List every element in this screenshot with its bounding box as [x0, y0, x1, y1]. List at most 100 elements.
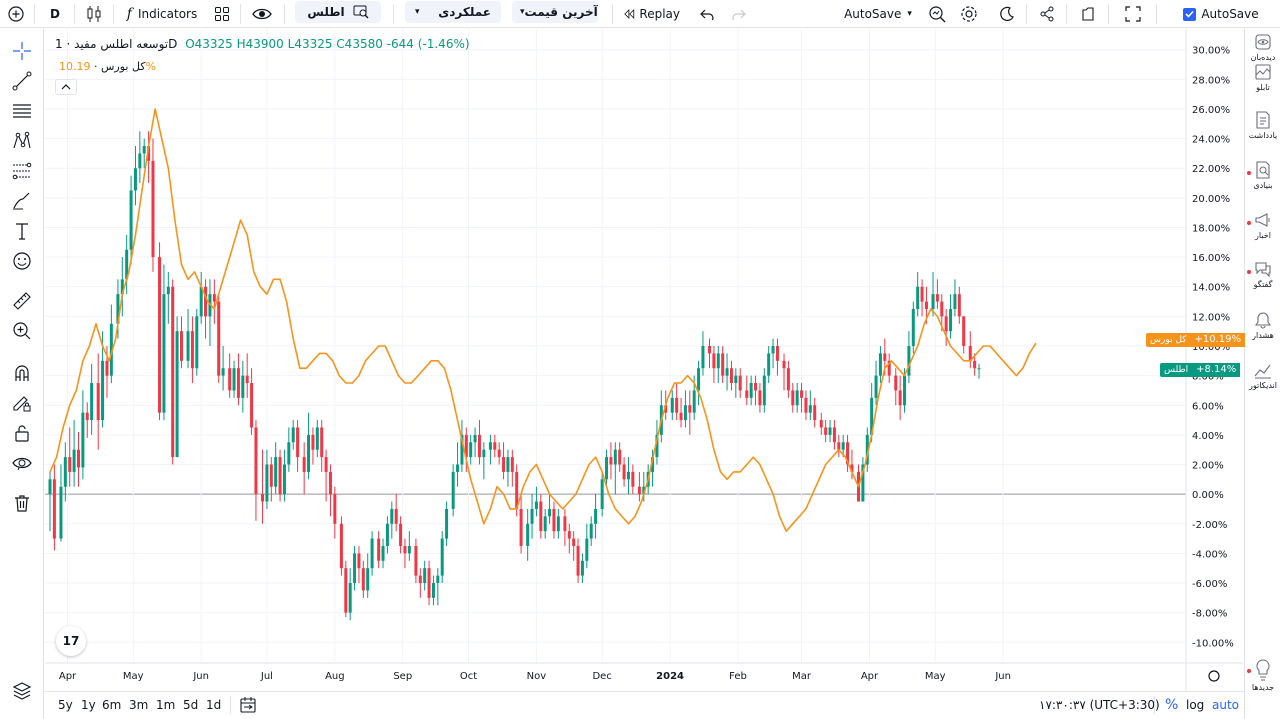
hide-drawings-tool[interactable]	[8, 449, 36, 477]
candle-body	[116, 294, 120, 324]
log-scale-toggle[interactable]: log	[1186, 698, 1205, 712]
y-tick-label: 30.00%	[1192, 46, 1230, 57]
indicators-button[interactable]: f Indicators	[122, 0, 202, 28]
candle-body	[585, 538, 589, 561]
sidebar-item-watchlist[interactable]: دیده‌بان	[1245, 33, 1280, 62]
remove-drawings-tool[interactable]	[8, 489, 36, 517]
legend-collapse-button[interactable]	[55, 79, 77, 95]
chart-canvas[interactable]: 30.00% 28.00% 26.00% 24.00% 22.00% 20.00% 18.0…	[45, 29, 1243, 691]
candle-body	[924, 301, 928, 309]
settings-button[interactable]	[958, 0, 980, 28]
autosave-dropdown[interactable]: AutoSave ▾	[840, 0, 916, 28]
replay-button[interactable]: Replay	[624, 0, 680, 28]
sidebar-item-alert[interactable]: هشدار	[1245, 311, 1280, 340]
range-1d[interactable]: 1d	[206, 698, 222, 712]
compare-series-legend[interactable]: کل بورس · 10.19%	[55, 60, 156, 73]
zoom-in-tool[interactable]	[8, 317, 36, 345]
candle-body	[973, 360, 977, 369]
symbol-legend: توسعه اطلس مفید · 1D	[55, 37, 178, 51]
range-5y[interactable]: 5y	[58, 698, 73, 712]
sidebar-item-fundamental[interactable]: بنیادی	[1245, 161, 1280, 190]
percent-scale-toggle[interactable]: %	[1165, 697, 1179, 713]
chart-pane[interactable]: 30.00% 28.00% 26.00% 24.00% 22.00% 20.00% 18.0…	[45, 29, 1243, 691]
visibility-button[interactable]	[248, 0, 276, 28]
candle-body	[526, 523, 530, 546]
range-3m[interactable]: 3m	[129, 698, 149, 712]
object-tree-button[interactable]	[8, 677, 36, 705]
symbol-search-icon	[353, 5, 369, 19]
candle-body	[186, 331, 190, 361]
fib-tool[interactable]	[8, 157, 36, 185]
candle-body	[460, 434, 464, 465]
templates-button[interactable]	[210, 0, 234, 28]
candle-body	[670, 397, 674, 413]
y-tick-label: 12.00%	[1192, 312, 1230, 323]
auto-scale-toggle[interactable]: auto	[1212, 698, 1240, 712]
sidebar-item-chat[interactable]: گفتگو	[1245, 260, 1280, 289]
candle-body	[162, 294, 166, 413]
candle-body	[366, 568, 370, 591]
candle-body	[497, 449, 501, 458]
horizontal-lines-icon	[13, 104, 31, 118]
emoji-tool[interactable]	[8, 247, 36, 275]
zoom-in-icon	[13, 322, 31, 340]
horizontal-lines-tool[interactable]	[8, 97, 36, 125]
tradingview-logo[interactable]: 17	[56, 626, 86, 656]
theme-toggle-button[interactable]	[996, 0, 1018, 28]
candle-body	[451, 471, 455, 509]
range-1y[interactable]: 1y	[81, 698, 96, 712]
brush-tool[interactable]	[8, 187, 36, 215]
ruler-tool[interactable]	[8, 287, 36, 315]
sidebar-item-news[interactable]: اخبار	[1245, 211, 1280, 240]
chevron-down-icon: ▾	[907, 9, 912, 19]
add-symbol-button[interactable]	[4, 0, 28, 28]
fullscreen-button[interactable]	[1122, 0, 1144, 28]
interval-button[interactable]: D	[50, 7, 60, 21]
y-tick-label: 16.00%	[1192, 253, 1230, 264]
candle-body	[96, 383, 100, 421]
performance-dropdown[interactable]: ▾ عملکردی	[405, 1, 501, 23]
candle-body	[931, 294, 935, 309]
candle-body	[708, 346, 712, 354]
sidebar-item-note[interactable]: یادداشت	[1245, 111, 1280, 140]
candle-body	[594, 508, 598, 524]
candle-body	[328, 471, 332, 495]
trend-line-tool[interactable]	[8, 67, 36, 95]
sidebar-item-indicator[interactable]: اندیکاتور	[1245, 361, 1280, 390]
candle-body	[510, 457, 514, 472]
candle-body	[655, 434, 659, 458]
redo-button[interactable]	[728, 0, 750, 28]
lock-all-tool[interactable]	[8, 419, 36, 447]
share-button[interactable]	[1036, 0, 1058, 28]
date-range-button[interactable]	[239, 692, 257, 718]
range-1m[interactable]: 1m	[156, 698, 176, 712]
range-6m[interactable]: 6m	[102, 698, 122, 712]
candle-body	[296, 427, 300, 458]
pattern-tool[interactable]	[8, 127, 36, 155]
text-tool[interactable]	[8, 217, 36, 245]
sidebar-item-whats-new[interactable]: جدیدها	[1245, 659, 1280, 692]
chart-type-button[interactable]	[82, 0, 106, 28]
main-series-legend[interactable]: توسعه اطلس مفید · 1D O43325 H43900 L4332…	[55, 37, 470, 51]
news-icon	[1255, 213, 1270, 227]
snapshot-button[interactable]	[1078, 0, 1100, 28]
crosshair-tool[interactable]	[8, 37, 36, 65]
candle-body	[804, 397, 808, 413]
lock-drawings-tool[interactable]	[8, 389, 36, 417]
candle-body	[782, 360, 786, 369]
x-tick-label: Mar	[792, 671, 812, 682]
last-price-dropdown[interactable]: ▾ آخرین قیمت	[512, 1, 598, 23]
candle-body	[381, 545, 385, 561]
quick-search-button[interactable]	[926, 0, 948, 28]
range-5d[interactable]: 5d	[183, 698, 199, 712]
sidebar-item-board[interactable]: تابلو	[1245, 63, 1280, 92]
magnet-tool[interactable]	[8, 359, 36, 387]
autosave-checkbox[interactable]: AutoSave	[1166, 0, 1276, 28]
candle-body	[282, 464, 286, 495]
undo-button[interactable]	[696, 0, 718, 28]
candle-body	[767, 353, 771, 376]
symbol-search-button[interactable]: اطلس	[295, 1, 381, 23]
candle-body	[120, 279, 124, 295]
timezone-button[interactable]: ۱۷:۳۰:۳۷ (UTC+3:30)	[1039, 698, 1160, 712]
candles-icon	[87, 6, 101, 22]
